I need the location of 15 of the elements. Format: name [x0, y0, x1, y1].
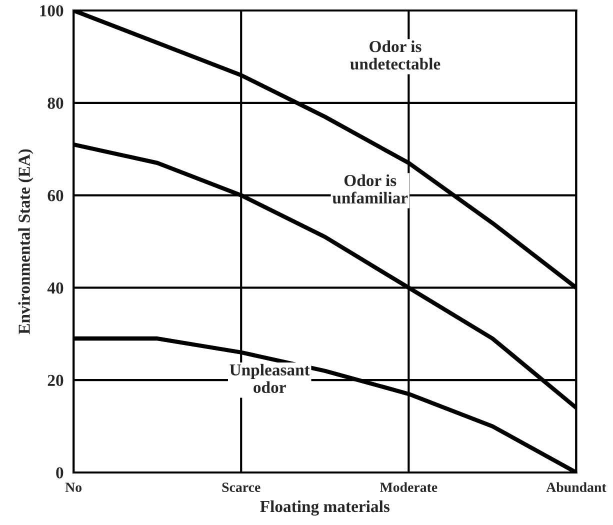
y-tick-label: 40	[47, 282, 64, 294]
y-tick-label: 60	[48, 190, 64, 202]
y-tick-label: 20	[48, 374, 64, 386]
y-tick-label: 80	[48, 98, 64, 109]
x-axis-title: Floating materials	[260, 500, 390, 516]
x-tick-label: Moderate	[380, 482, 438, 492]
annotation: Unpleasant odor	[230, 364, 310, 393]
y-tick-label: 100	[40, 5, 64, 16]
y-tick-label: 0	[56, 467, 64, 478]
y-axis-title: Environmental State (EA)	[18, 149, 34, 334]
annotation: Odor is undetectable	[350, 40, 440, 70]
annotation: Odor is unfamiliar	[332, 174, 408, 204]
x-tick-label: Scarce	[222, 482, 260, 492]
x-tick-label: No	[65, 482, 82, 492]
x-tick-label: Abundant	[546, 482, 606, 492]
